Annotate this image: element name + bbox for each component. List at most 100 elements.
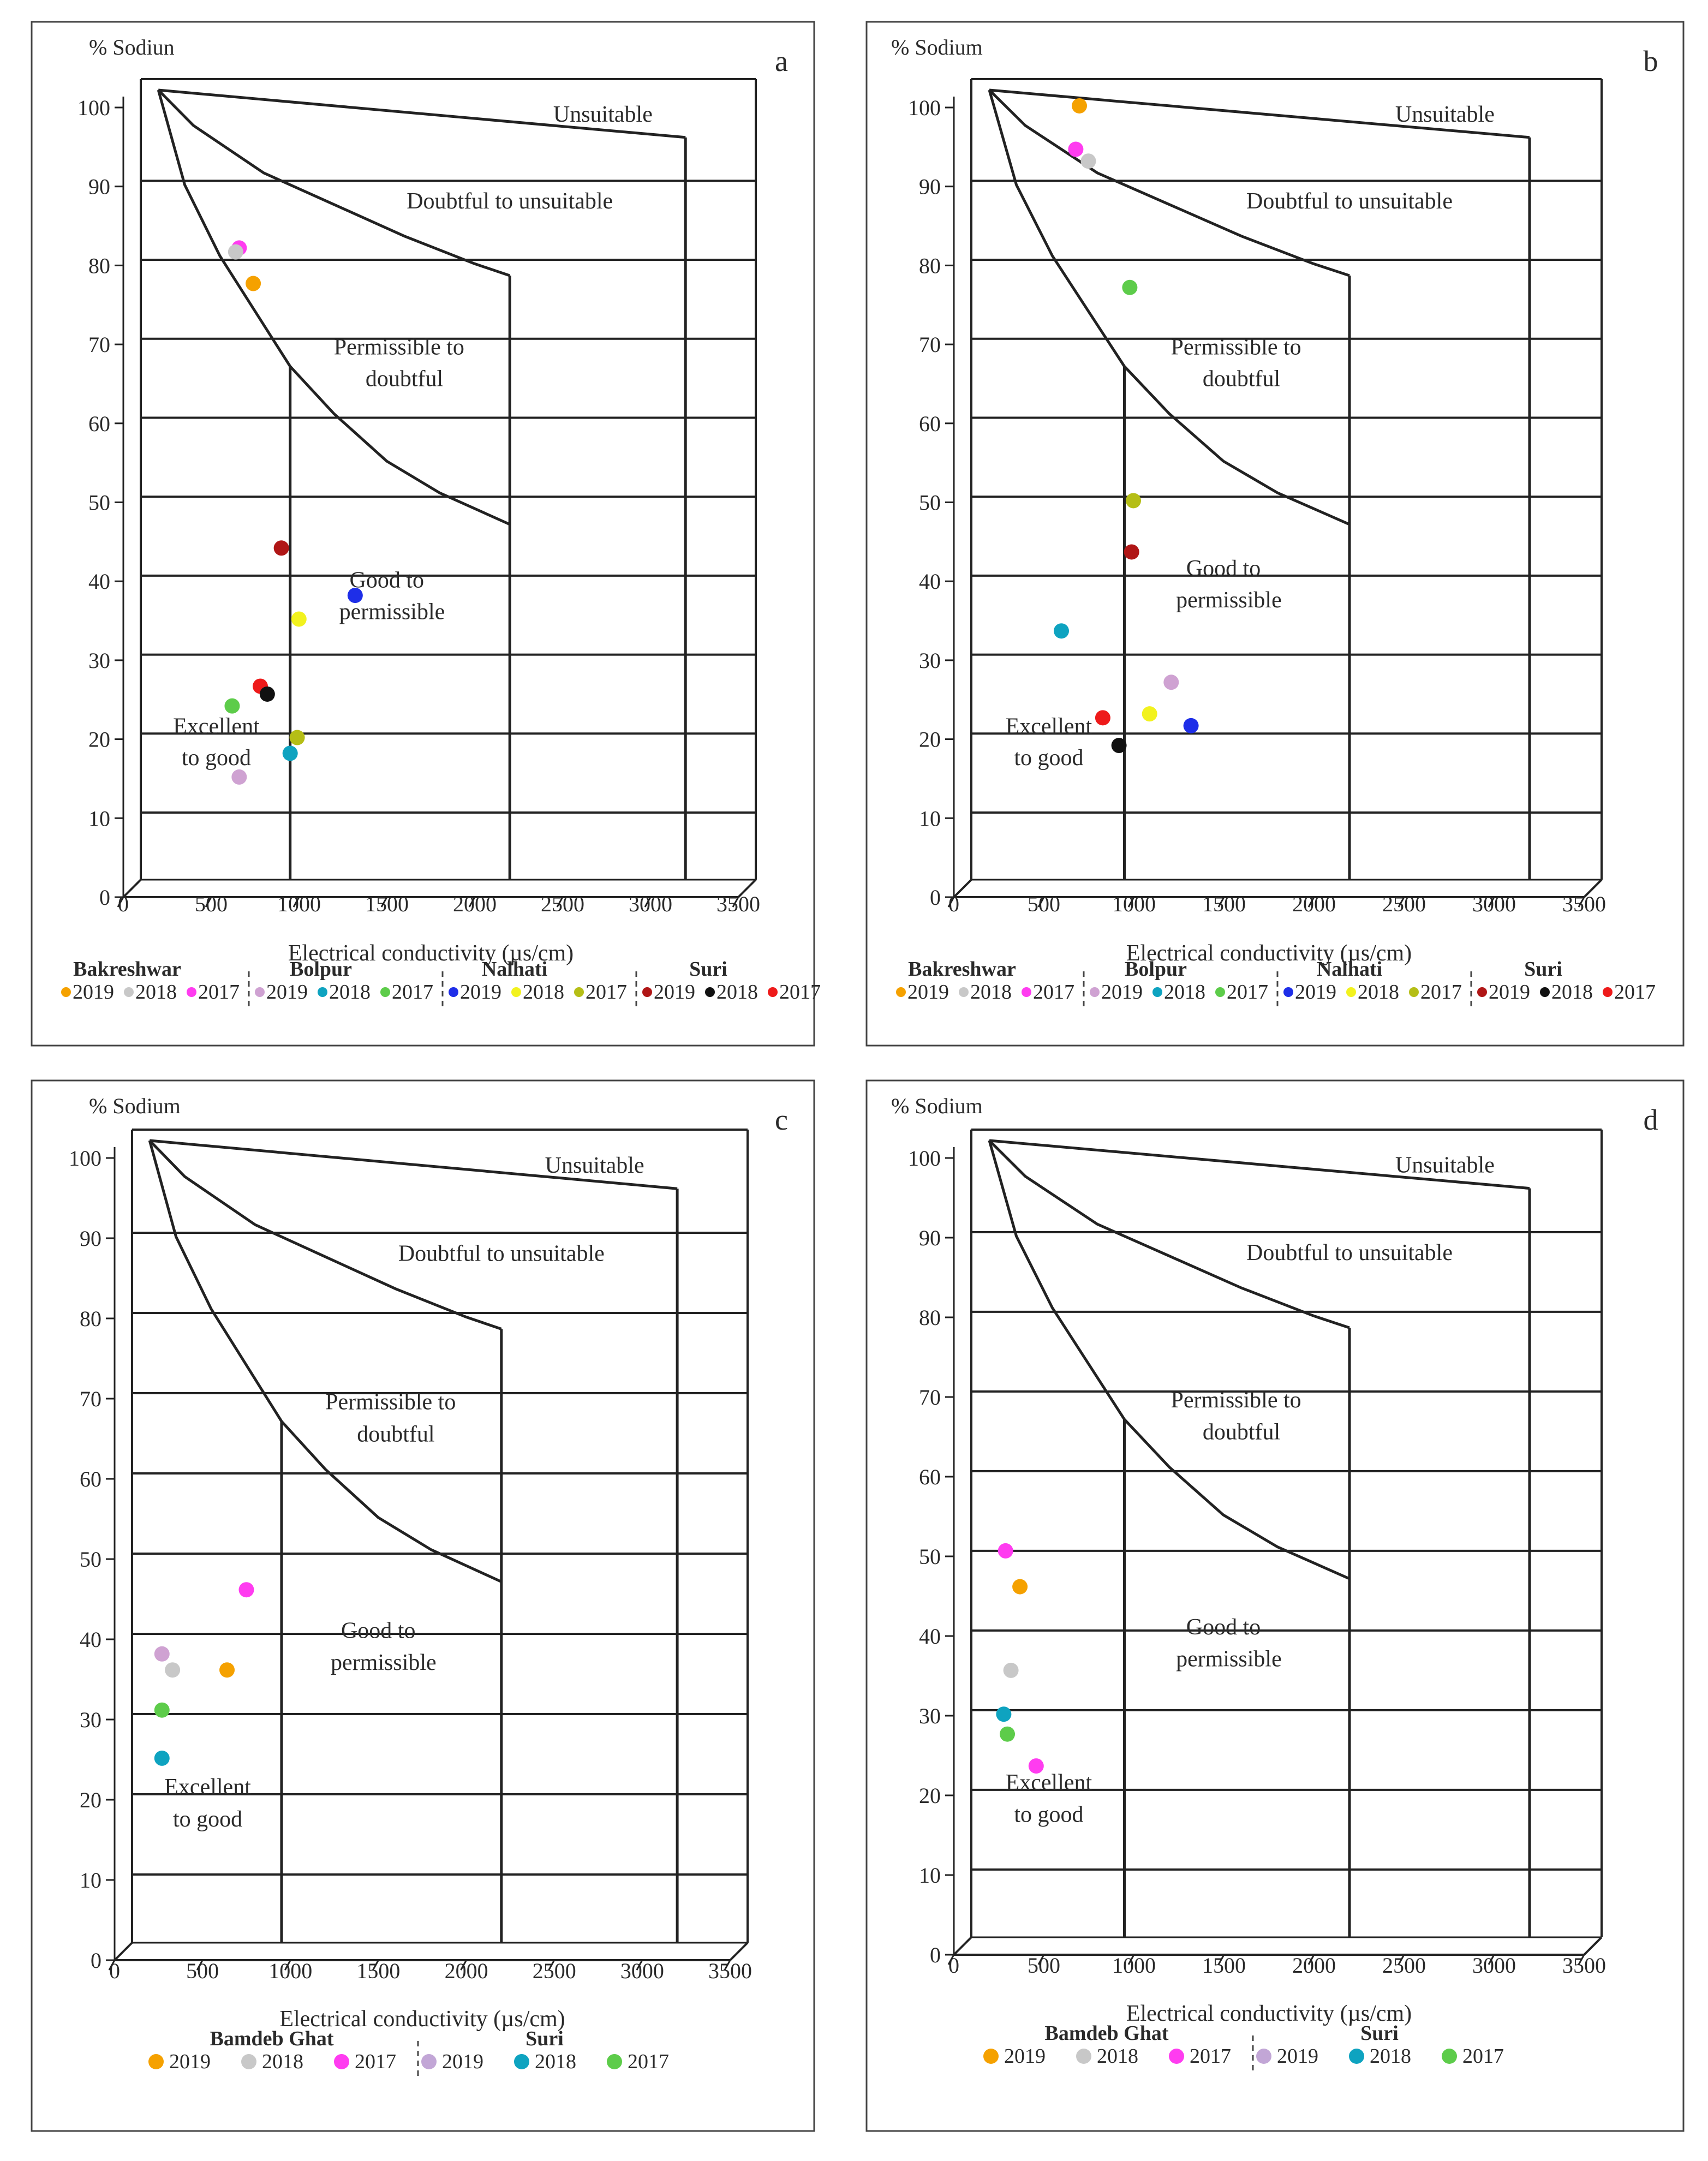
zone-label-good-permissible: Good to <box>341 1618 416 1643</box>
y-tick-label: 0 <box>91 1948 101 1973</box>
y-tick-label: 10 <box>919 1863 941 1888</box>
legend-label: 2019 <box>654 981 695 1004</box>
unsuitable-boundary <box>989 88 1530 139</box>
y-tick-label: 70 <box>88 332 110 357</box>
zone-label-permissible-doubtful-2: doubtful <box>1203 367 1280 392</box>
data-point <box>238 1582 254 1598</box>
x-tick-label: 0 <box>948 892 959 916</box>
x-tick-label: 3500 <box>1562 1953 1606 1978</box>
legend-marker <box>607 2054 622 2069</box>
data-point <box>154 1750 170 1766</box>
zone-label-permissible-doubtful: Permissible to <box>334 335 464 360</box>
zone-label-good-permissible-2: permissible <box>331 1650 437 1675</box>
x-tick-label: 3500 <box>708 1959 752 1983</box>
data-point <box>1111 738 1127 754</box>
y-tick-label: 80 <box>919 1305 941 1330</box>
zone-label-good-permissible: Good to <box>1186 556 1261 581</box>
legend-marker <box>187 987 196 997</box>
x-tick-label: 1500 <box>356 1959 400 1983</box>
y-tick-label: 20 <box>919 1783 941 1808</box>
zone-label-permissible-doubtful-2: doubtful <box>1203 1420 1280 1445</box>
y-tick-label: 60 <box>919 1465 941 1489</box>
y-tick-label: 100 <box>908 1146 941 1171</box>
data-point <box>282 745 298 761</box>
x-tick-label: 500 <box>1028 892 1060 916</box>
x-tick-label: 1000 <box>268 1959 312 1983</box>
legend-label: 2017 <box>1190 2045 1231 2068</box>
x-tick-mark <box>644 897 652 908</box>
x-tick-mark <box>460 1960 467 1971</box>
zone-label-doubtful-unsuitable: Doubtful to unsuitable <box>407 189 613 214</box>
x-tick-label: 2000 <box>1292 892 1336 916</box>
x-tick-mark <box>1307 1954 1315 1965</box>
x-axis-title: Electrical conductivity (µs/cm) <box>1126 2001 1412 2026</box>
y-tick-label: 50 <box>919 491 941 515</box>
y-tick-label: 40 <box>919 1624 941 1649</box>
zone-label-good-permissible: Good to <box>1186 1615 1261 1640</box>
x-tick-mark <box>556 897 564 908</box>
legend-marker <box>1409 987 1419 997</box>
x-tick-mark <box>292 897 300 908</box>
y-tick-label: 30 <box>919 648 941 673</box>
legend-marker <box>1346 987 1356 997</box>
y-tick-label: 30 <box>88 648 110 673</box>
legend-label: 2017 <box>1227 981 1268 1004</box>
y-tick-label: 0 <box>99 885 110 910</box>
zone-label-excellent-good: Excellent <box>1006 714 1092 739</box>
panel-letter: c <box>775 1103 788 1136</box>
legend-label: 2017 <box>1614 981 1656 1004</box>
data-point <box>1142 706 1157 722</box>
zone-label-excellent-good: Excellent <box>173 714 260 739</box>
data-point <box>228 244 243 260</box>
y-tick-label: 20 <box>919 727 941 752</box>
legend-marker <box>148 2054 164 2069</box>
x-tick-mark <box>1217 1954 1225 1965</box>
axis-corner <box>122 879 142 898</box>
legend-group-title: Suri <box>525 2027 564 2050</box>
legend-marker <box>1090 987 1100 997</box>
zone-label-good-permissible-2: permissible <box>339 599 445 624</box>
panel-frame <box>31 21 815 1047</box>
x-tick-mark <box>724 1960 731 1971</box>
x-tick-mark <box>636 1960 643 1971</box>
y-tick-label: 80 <box>88 253 110 278</box>
x-tick-mark <box>1037 897 1045 908</box>
y-tick-label: 50 <box>919 1544 941 1569</box>
x-tick-mark <box>732 897 739 908</box>
legend-marker <box>318 987 327 997</box>
x-tick-mark <box>1488 897 1495 908</box>
x-tick-label: 2500 <box>1382 1953 1426 1978</box>
legend-label: 2018 <box>970 981 1012 1004</box>
y-axis-title: % Sodium <box>891 35 983 59</box>
legend-label: 2019 <box>1101 981 1143 1004</box>
permissible-boundary <box>988 1140 1351 1580</box>
y-tick-label: 10 <box>919 806 941 831</box>
panel-frame <box>865 1079 1685 2132</box>
data-point <box>165 1662 181 1678</box>
legend-marker <box>1283 987 1293 997</box>
legend-marker <box>514 2054 529 2069</box>
legend-label: 2017 <box>198 981 240 1004</box>
x-tick-mark <box>947 897 955 908</box>
doubtful-boundary <box>148 1139 502 1330</box>
x-tick-mark <box>380 897 388 908</box>
legend-label: 2018 <box>535 2050 576 2073</box>
zone-label-unsuitable: Unsuitable <box>1395 102 1495 127</box>
legend-group-title: Bakreshwar <box>908 958 1016 981</box>
legend-marker <box>1215 987 1225 997</box>
x-tick-mark <box>117 897 124 908</box>
data-point <box>1163 674 1179 690</box>
x-tick-mark <box>1578 897 1585 908</box>
bottom-right-edge <box>1583 879 1603 898</box>
legend-marker <box>511 987 521 997</box>
legend-label: 2018 <box>1358 981 1399 1004</box>
x-tick-label: 3000 <box>620 1959 664 1983</box>
legend-marker <box>705 987 715 997</box>
legend-marker <box>896 987 906 997</box>
legend-marker <box>1076 2049 1091 2064</box>
legend-marker <box>1152 987 1162 997</box>
data-point <box>1068 141 1084 157</box>
x-tick-mark <box>468 897 476 908</box>
data-point <box>1003 1662 1019 1678</box>
